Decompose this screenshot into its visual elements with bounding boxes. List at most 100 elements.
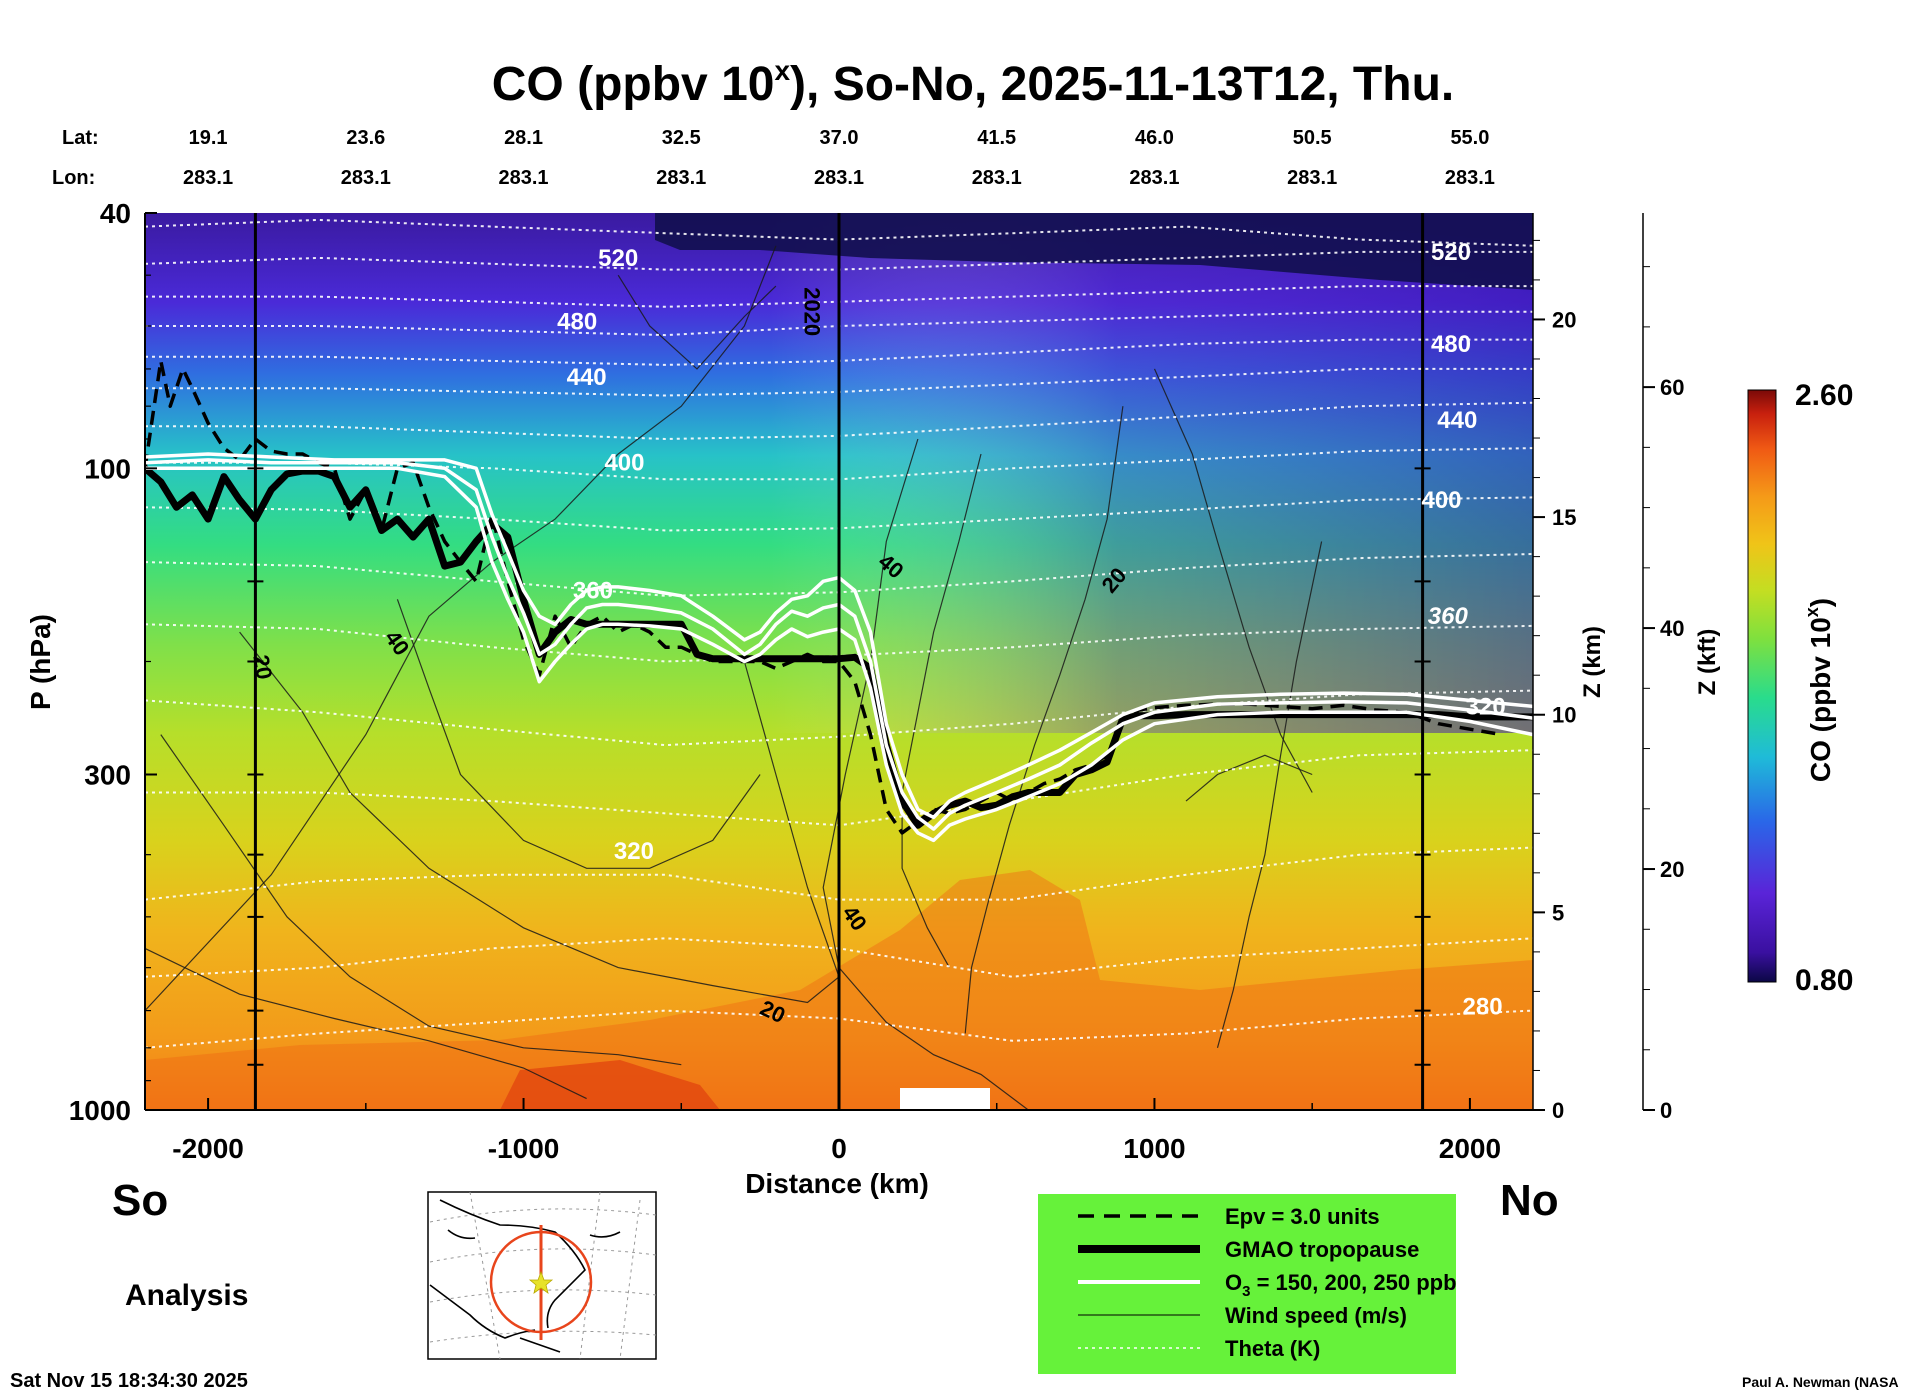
credit: Paul A. Newman (NASA xyxy=(1742,1374,1899,1390)
theta-label: 400 xyxy=(1421,487,1461,514)
co-field xyxy=(145,213,1533,1110)
wind-speed-contours xyxy=(145,245,1323,1110)
theta-label: 400 xyxy=(604,450,644,477)
wind-contour-line xyxy=(1216,541,1323,1048)
lat-tick-label: 28.1 xyxy=(504,127,543,149)
map-center-star xyxy=(528,1270,554,1294)
wind-speed-label: 2020 xyxy=(799,287,824,336)
wind-contour-line xyxy=(396,599,761,869)
lon-tick-label: 283.1 xyxy=(814,167,864,189)
z-kft-tick-label: 20 xyxy=(1660,857,1684,882)
wind-contour-line xyxy=(1185,754,1313,802)
lon-tick-label: 283.1 xyxy=(1287,167,1337,189)
theta-label: 280 xyxy=(1463,994,1503,1021)
wind-speed-label: 20 xyxy=(248,653,277,681)
lon-tick-label: 283.1 xyxy=(499,167,549,189)
missing-data-patch xyxy=(900,1088,990,1110)
lon-tick-label: 283.1 xyxy=(656,167,706,189)
lon-tick-label: 283.1 xyxy=(1129,167,1179,189)
lat-tick-label: 37.0 xyxy=(820,127,859,149)
x-axis-label: Distance (km) xyxy=(745,1168,929,1199)
y-tick-label: 300 xyxy=(84,759,131,790)
lon-tick-label: 283.1 xyxy=(972,167,1022,189)
legend-label: O3 = 150, 200, 250 ppb xyxy=(1225,1270,1457,1300)
colorbar xyxy=(1747,389,1777,983)
x-tick-label: -1000 xyxy=(488,1133,560,1164)
x-tick-label: 1000 xyxy=(1123,1133,1185,1164)
wind-contour-line xyxy=(160,734,682,1066)
epv-line xyxy=(145,359,1502,835)
y-tick-label: 1000 xyxy=(69,1095,131,1126)
z-km-tick-label: 10 xyxy=(1552,703,1576,728)
theta-label: 480 xyxy=(1431,331,1471,358)
ozone-line xyxy=(145,466,1533,843)
lon-tick-label: 283.1 xyxy=(341,167,391,189)
legend-label: Theta (K) xyxy=(1225,1336,1320,1361)
legend: Epv = 3.0 units GMAO tropopause O3 = 150, … xyxy=(1038,1194,1457,1374)
z-kft-tick-label: 60 xyxy=(1660,375,1684,400)
wind-contour-line xyxy=(901,453,982,968)
lat-tick-label: 23.6 xyxy=(346,127,385,149)
theta-labels: 520 480 440 400 360 320 520 480 440 400 360 320 280 xyxy=(557,239,1506,1021)
theta-label: 480 xyxy=(557,308,597,335)
theta-label: 440 xyxy=(567,364,607,391)
co-minimum-region xyxy=(655,213,1533,290)
z-kft-axis-ticks: 0 20 40 60 xyxy=(1643,266,1684,1123)
co-peak-region xyxy=(500,1060,720,1110)
theta-label: 320 xyxy=(614,838,654,865)
lat-tick-label: 46.0 xyxy=(1135,127,1174,149)
theta-label: 440 xyxy=(1437,407,1477,434)
z-km-axis-ticks: 0 5 10 15 20 xyxy=(1533,239,1576,1123)
wind-contour-line xyxy=(822,438,1029,1110)
lon-tick-label: 283.1 xyxy=(1445,167,1495,189)
lat-tick-label: 55.0 xyxy=(1450,127,1489,149)
legend-label: Wind speed (m/s) xyxy=(1225,1303,1407,1328)
theta-label: 520 xyxy=(598,245,638,272)
lon-tick-label: 283.1 xyxy=(183,167,233,189)
wind-contour-line xyxy=(145,947,587,1100)
wind-contour-line xyxy=(964,406,1124,1034)
analysis-label: Analysis xyxy=(125,1279,248,1312)
theta-line xyxy=(145,846,1533,901)
x-tick-label: 0 xyxy=(831,1133,847,1164)
wind-contour-line xyxy=(239,631,840,1004)
lat-tick-label: 41.5 xyxy=(977,127,1016,149)
z-kft-axis-label: Z (kft) xyxy=(1694,629,1721,696)
north-label: No xyxy=(1500,1176,1559,1225)
inset-location-map xyxy=(427,1191,657,1360)
wind-contour-line xyxy=(1153,368,1313,793)
south-label: So xyxy=(112,1176,168,1225)
lat-tick-label: 32.5 xyxy=(662,127,701,149)
z-kft-tick-label: 0 xyxy=(1660,1098,1672,1123)
z-km-tick-label: 20 xyxy=(1552,307,1576,332)
map-coastlines xyxy=(429,1199,621,1353)
z-km-tick-label: 15 xyxy=(1552,505,1576,530)
tropopause-series xyxy=(145,359,1533,843)
z-kft-tick-label: 40 xyxy=(1660,616,1684,641)
z-km-tick-label: 0 xyxy=(1552,1098,1564,1123)
theta-label: 360 xyxy=(573,577,613,604)
lon-label: Lon: xyxy=(52,167,95,189)
x-tick-label: -2000 xyxy=(172,1133,244,1164)
theta-label: 520 xyxy=(1431,239,1471,266)
lat-tick-label: 50.5 xyxy=(1293,127,1332,149)
lat-tick-label: 19.1 xyxy=(189,127,228,149)
x-axis-ticks: -2000 -1000 0 1000 2000 xyxy=(172,1098,1501,1164)
wind-contour-line xyxy=(617,274,777,370)
section-vertical-lines xyxy=(247,213,1431,1110)
theta-line xyxy=(145,689,1533,747)
y-axis-ticks: 40 100 300 1000 xyxy=(69,198,157,1126)
ozone-line xyxy=(145,452,1533,820)
lat-label: Lat: xyxy=(62,127,99,149)
lat-lon-tick-labels: 19.1 283.1 23.6 283.1 28.1 283.1 32.5 283.1 37.0… xyxy=(183,127,1495,189)
y-axis-label: P (hPa) xyxy=(25,614,56,710)
z-km-axis-label: Z (km) xyxy=(1579,626,1606,698)
legend-label: GMAO tropopause xyxy=(1225,1237,1419,1262)
wind-contour-line xyxy=(145,245,777,1012)
colorbar-title: CO (ppbv 10x) xyxy=(1802,598,1836,782)
y-tick-label: 40 xyxy=(100,198,131,229)
theta-label: 320 xyxy=(1466,693,1506,720)
ozone-line xyxy=(145,458,1533,831)
colorbar-max-label: 2.60 xyxy=(1795,379,1853,412)
